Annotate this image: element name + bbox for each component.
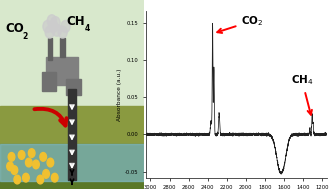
Bar <box>0 144 144 189</box>
Bar <box>0 144 144 181</box>
Text: CO: CO <box>6 22 24 35</box>
Bar <box>0 106 144 147</box>
Circle shape <box>28 149 35 157</box>
Bar <box>66 79 81 94</box>
Circle shape <box>47 158 54 167</box>
Circle shape <box>47 15 57 27</box>
Circle shape <box>14 175 21 184</box>
Circle shape <box>7 162 13 171</box>
Circle shape <box>8 153 15 161</box>
Circle shape <box>58 26 67 38</box>
Bar <box>61 38 65 57</box>
Bar <box>48 38 52 60</box>
Circle shape <box>49 20 58 33</box>
Circle shape <box>25 158 32 167</box>
Circle shape <box>33 160 39 169</box>
Text: 2: 2 <box>22 32 27 41</box>
Text: CO$_2$: CO$_2$ <box>217 14 263 33</box>
Circle shape <box>43 20 52 33</box>
Circle shape <box>37 175 44 184</box>
Circle shape <box>45 26 54 38</box>
Bar <box>42 72 56 91</box>
Text: 4: 4 <box>84 24 89 33</box>
Circle shape <box>51 17 60 29</box>
Text: CH$_4$: CH$_4$ <box>291 74 313 115</box>
Bar <box>0 0 144 110</box>
Circle shape <box>51 173 58 182</box>
Bar <box>46 57 78 85</box>
Circle shape <box>52 24 62 36</box>
Circle shape <box>40 153 47 161</box>
Bar <box>68 89 76 180</box>
Y-axis label: Absorbance (a.u.): Absorbance (a.u.) <box>117 68 122 121</box>
Text: CH: CH <box>66 15 85 28</box>
Circle shape <box>23 173 29 182</box>
Circle shape <box>11 166 18 174</box>
Circle shape <box>43 170 49 178</box>
Circle shape <box>18 151 25 159</box>
Circle shape <box>61 20 70 33</box>
